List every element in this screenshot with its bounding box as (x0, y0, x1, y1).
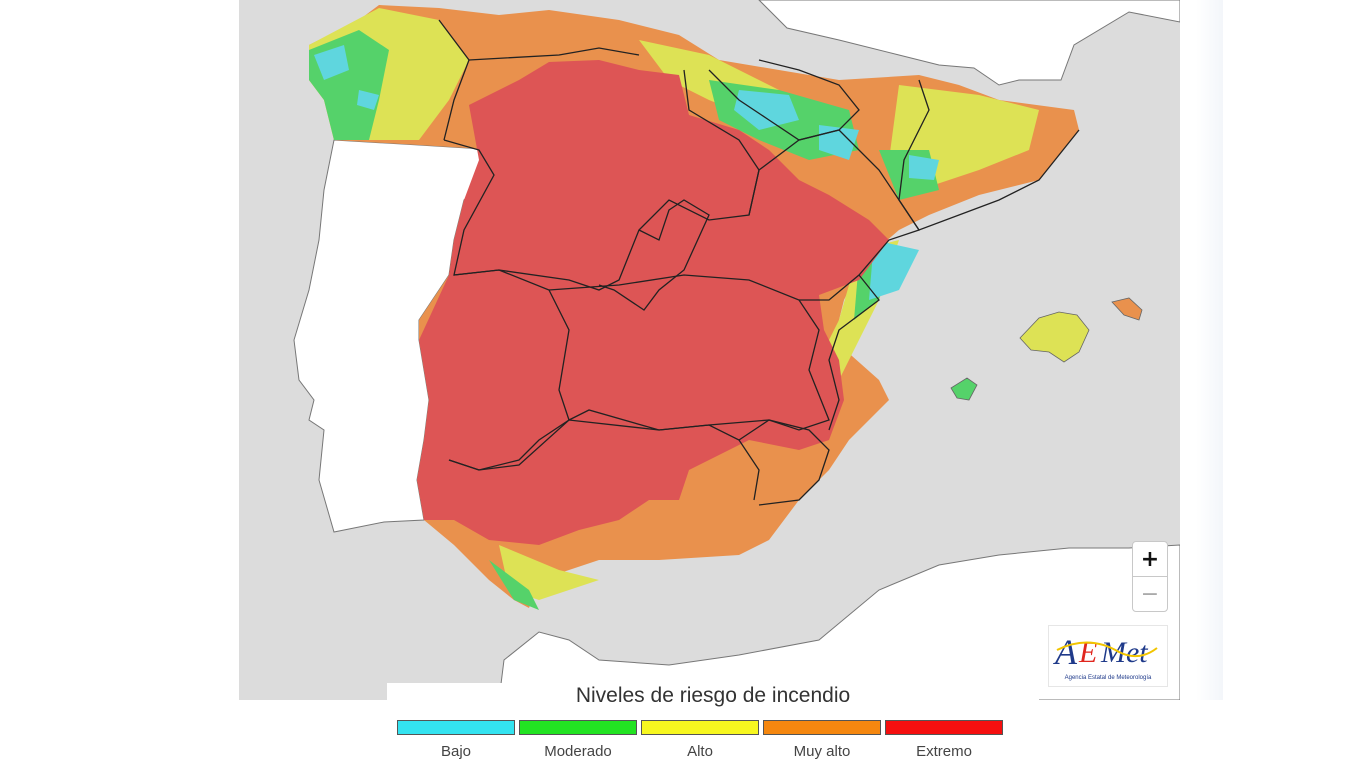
map-edge-strip (1196, 0, 1223, 700)
balearic-islands (950, 297, 1143, 401)
aemet-logo-subtitle: Agencia Estatal de Meteorología (1064, 675, 1152, 681)
legend-label-muy-alto: Muy alto (793, 743, 851, 760)
legend-title: Niveles de riesgo de incendio (575, 684, 851, 707)
legend-swatch-muy-alto (763, 720, 881, 735)
legend-swatch-moderado (519, 720, 637, 735)
risk-zone-moderado (309, 30, 939, 610)
risk-zone-bajo (314, 45, 939, 300)
ibiza (950, 377, 978, 401)
zoom-in-button[interactable]: + (1132, 541, 1168, 577)
border-madrid (598, 199, 710, 311)
legend-label-moderado: Moderado (544, 743, 612, 760)
border-andalucia (448, 419, 760, 501)
spain-risk-layer (309, 5, 1079, 610)
legend-swatch-alto (641, 720, 759, 735)
legend-label-alto: Alto (687, 743, 713, 760)
aemet-logo-mark: A E Met (1053, 632, 1158, 672)
aemet-logo: A E Met Agencia Estatal de Meteorología (1048, 625, 1168, 687)
risk-legend: Niveles de riesgo de incendio Bajo Moder… (387, 683, 1039, 762)
legend-swatch-extremo (885, 720, 1003, 735)
border-galicia (438, 19, 470, 141)
map-canvas (293, 0, 1180, 700)
svg-text:Met: Met (1100, 636, 1148, 669)
france-land (758, 0, 1180, 86)
legend-label-extremo: Extremo (916, 743, 972, 760)
svg-text:E: E (1078, 636, 1097, 669)
svg-text:A: A (1053, 632, 1078, 672)
border-extremadura (448, 269, 570, 471)
zoom-out-button[interactable]: − (1132, 576, 1168, 612)
risk-zone-extremo (417, 60, 889, 545)
border-navarra-rioja (708, 59, 860, 141)
border-asturias (468, 47, 640, 61)
border-murcia (738, 419, 830, 506)
menorca (1111, 297, 1143, 321)
mallorca (1019, 311, 1090, 363)
border-catalunya (898, 79, 1080, 231)
legend-label-bajo: Bajo (440, 743, 472, 760)
legend-swatch-bajo (397, 720, 515, 735)
border-castilla-leon (443, 69, 760, 291)
border-valencia (828, 274, 880, 431)
region-borders (438, 19, 1080, 506)
fire-risk-map[interactable] (239, 0, 1180, 700)
